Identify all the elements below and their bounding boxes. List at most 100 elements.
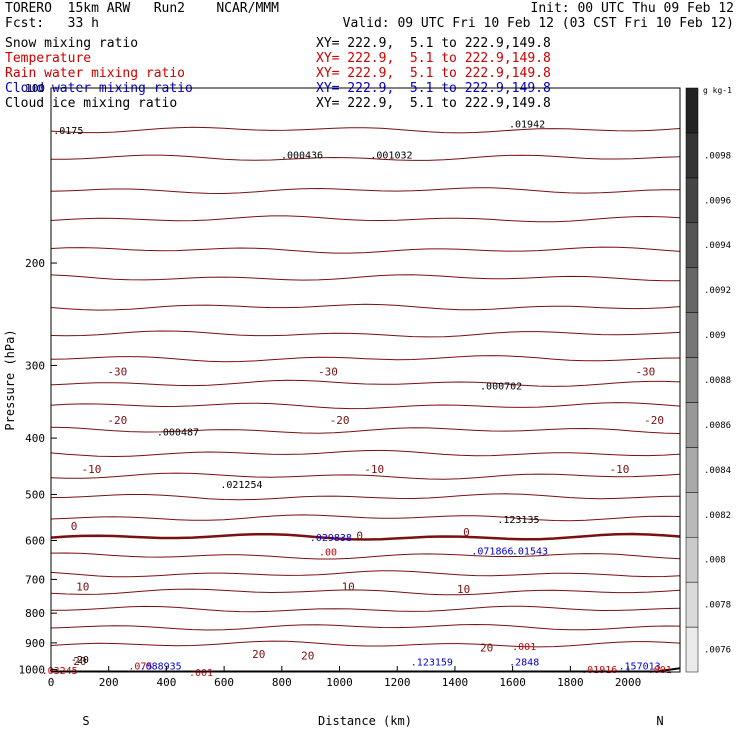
extremum-value-label: .000436 xyxy=(281,150,323,161)
y-tick-label: 400 xyxy=(25,432,45,445)
xy-line-cloud-ice: XY= 222.9, 5.1 to 222.9,149.8 xyxy=(316,96,551,111)
y-tick-label: 700 xyxy=(25,573,45,586)
x-tick-label: 1600 xyxy=(499,676,526,689)
extremum-value-label: -20 xyxy=(71,655,89,666)
isotherm-label: -20 xyxy=(330,414,350,427)
colorbar-tick-label: .0082 xyxy=(704,511,731,521)
isotherm-line xyxy=(50,570,681,578)
isotherm-line xyxy=(50,552,681,560)
colorbar-tick-label: .009 xyxy=(704,331,726,341)
model-title: TORERO 15km ARW Run2 NCAR/MMM xyxy=(5,1,279,16)
field-label-temperature: Temperature xyxy=(5,51,92,66)
x-tick-label: 800 xyxy=(272,676,292,689)
colorbar-tick-label: .0098 xyxy=(704,151,731,161)
isotherm-line xyxy=(50,640,681,648)
extremum-value-label: .001032 xyxy=(370,150,412,161)
x-tick-label: 1000 xyxy=(326,676,353,689)
x-tick-label: 0 xyxy=(48,676,55,689)
colorbar-segment xyxy=(685,132,699,179)
isotherm-line xyxy=(50,379,681,387)
isotherm-label: -20 xyxy=(107,414,127,427)
extremum-value-label: .157013 xyxy=(619,662,661,673)
isotherm-line xyxy=(50,532,681,541)
colorbar-segment xyxy=(685,492,699,538)
y-axis-title: Pressure (hPa) xyxy=(3,329,17,430)
colorbar-segment xyxy=(685,447,699,493)
isotherm-label: 0 xyxy=(71,520,78,533)
extremum-value-label: .021254 xyxy=(220,480,262,491)
isotherm-label: 10 xyxy=(457,583,470,596)
extremum-value-label: .123135 xyxy=(497,515,539,526)
isotherm-line xyxy=(50,246,681,254)
isotherm-line xyxy=(50,493,681,501)
extremum-value-label: .075 xyxy=(128,662,152,673)
isotherm-label: 20 xyxy=(480,642,493,655)
extremum-value-label: .01916 xyxy=(581,665,617,676)
colorbar-tick-label: .0078 xyxy=(704,601,731,611)
colorbar-segment xyxy=(685,536,699,583)
isotherm-line xyxy=(50,514,681,522)
forecast-hour: Fcst: 33 h xyxy=(5,16,99,31)
y-tick-label: 1000 xyxy=(19,663,46,676)
x-tick-label: 1400 xyxy=(442,676,469,689)
isotherm-line xyxy=(50,187,680,195)
isotherm-label: 10 xyxy=(76,581,89,594)
extremum-value-label: .001 xyxy=(189,668,213,679)
isotherm-line xyxy=(50,472,681,480)
isotherm-label: 0 xyxy=(356,529,363,542)
x-tick-label: 400 xyxy=(156,676,176,689)
xy-line-rain: XY= 222.9, 5.1 to 222.9,149.8 xyxy=(316,66,551,81)
extremum-value-label: .000702 xyxy=(480,382,522,393)
isotherm-line xyxy=(50,402,681,410)
valid-time: Valid: 09 UTC Fri 10 Feb 12 (03 CST Fri … xyxy=(342,16,734,31)
colorbar-segment xyxy=(685,581,699,628)
isotherm-line xyxy=(50,274,681,282)
x-axis-title: Distance (km) xyxy=(318,714,412,728)
isotherm-line xyxy=(50,426,681,434)
y-tick-label: 500 xyxy=(25,488,45,501)
colorbar-segment xyxy=(685,177,699,224)
x-tick-label: 600 xyxy=(214,676,234,689)
south-label: S xyxy=(82,714,89,728)
extremum-value-label: .000487 xyxy=(157,428,199,439)
colorbar-tick-label: .0084 xyxy=(704,466,731,476)
isotherm-label: -30 xyxy=(107,365,127,378)
colorbar-tick-label: .008 xyxy=(704,556,726,566)
x-tick-label: 1200 xyxy=(384,676,411,689)
colorbar-tick-label: .0088 xyxy=(704,376,731,386)
colorbar-segment xyxy=(685,357,699,403)
extremum-value-label: .2848 xyxy=(509,657,539,668)
colorbar-segment xyxy=(685,222,699,268)
isotherm-label: 20 xyxy=(252,648,265,661)
xy-line-snow: XY= 222.9, 5.1 to 222.9,149.8 xyxy=(316,36,551,51)
init-time: Init: 00 UTC Thu 09 Feb 12 xyxy=(530,1,735,16)
isotherm-line xyxy=(50,126,681,134)
extremum-value-label: .029838 xyxy=(310,533,352,544)
colorbar-segment xyxy=(685,402,699,448)
plot-frame xyxy=(50,87,681,673)
x-tick-label: 1800 xyxy=(557,676,584,689)
y-tick-label: 300 xyxy=(25,359,45,372)
colorbar-segment xyxy=(685,267,699,313)
colorbar-tick-label: .0096 xyxy=(704,196,731,206)
north-label: N xyxy=(656,714,663,728)
colorbar-tick-label: .0092 xyxy=(704,286,731,296)
extremum-value-label: .071866 xyxy=(471,546,513,557)
x-tick-label: 2000 xyxy=(615,676,642,689)
isotherm-line xyxy=(51,154,681,161)
extremum-value-label: .01942 xyxy=(509,119,545,130)
extremum-value-label: .001 xyxy=(648,665,672,676)
isotherm-label: -10 xyxy=(81,463,101,476)
extremum-value-label: .123159 xyxy=(411,657,453,668)
isotherm-line xyxy=(51,605,681,613)
colorbar-tick-label: .0094 xyxy=(704,241,731,251)
field-label-snow: Snow mixing ratio xyxy=(5,36,139,51)
colorbar-segment xyxy=(685,312,699,358)
colorbar-tick-label: .0086 xyxy=(704,421,731,431)
isotherm-label: 20 xyxy=(301,650,314,663)
extremum-value-label: .0175 xyxy=(53,126,83,137)
isotherm-label: -10 xyxy=(364,463,384,476)
colorbar-tick-label: .0076 xyxy=(704,646,731,656)
colorbar-segment xyxy=(685,87,699,134)
x-tick-label: 200 xyxy=(99,676,119,689)
